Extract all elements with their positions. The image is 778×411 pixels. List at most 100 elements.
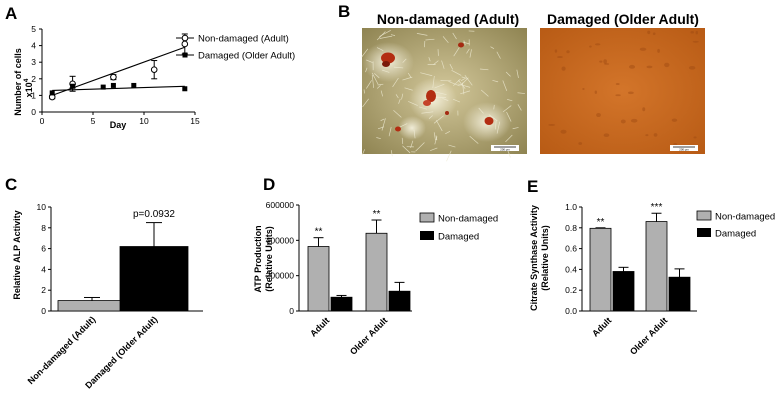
cell-texture	[416, 33, 428, 36]
cell-texture	[690, 30, 695, 34]
cell-texture	[502, 80, 508, 92]
y-tick-label: 0	[289, 306, 294, 316]
y-tick-label: 600000	[266, 200, 295, 210]
cell-texture	[560, 129, 567, 134]
data-point-damaged	[49, 90, 55, 96]
y-tick-label: 400000	[266, 235, 295, 245]
cell-texture	[376, 85, 381, 89]
cell-texture	[556, 56, 563, 59]
legend-marker-open-circle	[181, 34, 189, 42]
mineral-nodule	[381, 52, 395, 64]
data-point-damaged	[70, 83, 76, 89]
cell-texture	[615, 94, 621, 97]
y-tick-label: 0.4	[565, 264, 577, 274]
x-category-label: Older Adult	[348, 315, 389, 356]
y-tick-label: 0	[41, 306, 46, 316]
bar-damaged	[668, 276, 691, 312]
cell-texture	[566, 50, 570, 54]
y-axis-label-units: (Relative Units)	[540, 225, 550, 291]
cell-texture	[363, 89, 365, 94]
cell-texture	[480, 89, 489, 97]
y-axis-unit-exp: 4	[23, 78, 30, 82]
cell-texture	[379, 35, 393, 39]
cell-texture	[446, 150, 452, 162]
bar-damaged	[330, 296, 353, 312]
cell-texture	[460, 77, 469, 86]
cell-texture	[441, 60, 445, 69]
cell-texture	[452, 32, 457, 40]
cell-texture	[548, 123, 556, 126]
data-point-damaged	[100, 84, 106, 90]
bar-nondamaged	[645, 221, 668, 312]
cell-texture	[466, 48, 470, 54]
panel-label-a: A	[5, 4, 17, 23]
legend-swatch-damaged	[420, 231, 434, 240]
cell-texture	[390, 150, 393, 157]
y-tick-label: 5	[31, 24, 36, 34]
cell-texture	[554, 49, 558, 53]
cell-texture	[433, 60, 439, 65]
legend-label-damaged: Damaged	[715, 229, 756, 240]
scale-bar	[491, 145, 519, 151]
y-axis-label: Citrate Synthase Activity	[529, 205, 539, 311]
cell-texture	[380, 118, 385, 122]
y-tick-label: 1.0	[565, 202, 577, 212]
scale-bar	[670, 145, 698, 151]
cell-texture	[630, 118, 638, 123]
legend-label-nondamaged: Non-damaged	[715, 212, 775, 223]
cell-texture	[629, 64, 636, 69]
y-tick-label: 10	[37, 202, 47, 212]
y-axis-title: Citrate Synthase Activity (Relative Unit…	[529, 205, 550, 311]
cell-texture	[415, 142, 425, 152]
cell-texture	[402, 145, 411, 154]
data-point-damaged	[182, 86, 188, 92]
cell-texture	[646, 65, 653, 69]
data-point-nondamaged	[181, 40, 189, 48]
cell-texture	[435, 119, 443, 132]
data-point-nondamaged	[150, 66, 158, 73]
panel-label-d: D	[263, 175, 275, 194]
cell-texture	[463, 40, 466, 46]
cell-texture	[381, 118, 386, 131]
mineral-nodule	[426, 90, 436, 102]
cell-texture	[420, 72, 433, 77]
y-tick-label: 0.2	[565, 285, 577, 295]
cell-texture	[453, 47, 460, 57]
cell-texture	[615, 82, 620, 86]
bar-nondamaged	[365, 232, 388, 312]
significance-marker: **	[373, 209, 381, 220]
cell-texture	[461, 76, 467, 79]
cell-texture	[428, 57, 431, 62]
x-category-label: Non-damaged (Adult)	[26, 314, 98, 386]
y-tick-label: 8	[41, 223, 46, 233]
micrograph-damaged: 200 μm	[540, 28, 705, 154]
cell-texture	[671, 118, 678, 122]
y-axis-label: ATP Production	[253, 225, 263, 292]
y-axis-label: Number of cells	[13, 48, 23, 116]
cell-texture	[463, 41, 470, 45]
y-axis-title: ATP Production (Relative Units)	[253, 225, 274, 292]
cell-texture	[695, 30, 698, 35]
data-point-damaged	[131, 82, 137, 88]
legend: Non-damaged Damaged	[696, 210, 775, 240]
bar-nondamaged	[307, 246, 330, 312]
y-tick-label: 200000	[266, 271, 295, 281]
significance-marker: **	[315, 227, 323, 238]
cell-texture	[517, 104, 522, 111]
cell-texture	[366, 80, 372, 89]
y-tick-label: 0.8	[565, 223, 577, 233]
x-category-label: Adult	[590, 315, 613, 338]
p-value-annotation: p=0.0932	[133, 209, 175, 220]
y-axis-title: Number of cells x104	[13, 48, 34, 116]
cell-texture	[361, 149, 365, 156]
panel-label-b: B	[338, 2, 350, 21]
cell-texture	[561, 66, 566, 71]
cell-texture	[578, 142, 583, 145]
cell-texture	[490, 46, 495, 49]
cell-texture	[402, 76, 413, 81]
bar-damaged	[388, 290, 411, 312]
alp-activity-chart: 0 2 4 6 8 10 Non-damaged (Adult)Damaged (Older…	[12, 202, 203, 390]
cell-texture	[479, 68, 489, 71]
x-category-label: Older Adult	[628, 315, 669, 356]
